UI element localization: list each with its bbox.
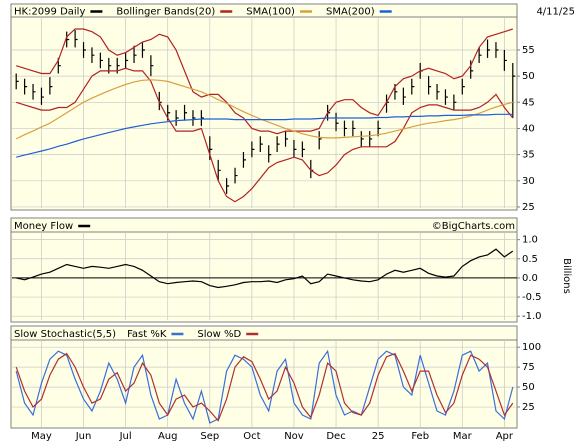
hlc-bar <box>276 136 280 153</box>
y-tick-label: -1.0 <box>522 311 542 322</box>
x-tick-label: 25 <box>372 431 385 442</box>
y-tick-label: 1.0 <box>522 235 538 246</box>
hlc-bar <box>360 131 364 147</box>
y-tick-label: -0.5 <box>522 292 542 303</box>
legend-label: SMA(200) <box>326 7 375 18</box>
legend-label: SMA(100) <box>246 7 295 18</box>
hlc-bar <box>461 78 465 95</box>
hlc-bar <box>377 120 381 137</box>
x-tick-label: Dec <box>326 431 345 442</box>
y-tick-label: 55 <box>522 45 535 56</box>
x-tick-label: Jun <box>75 431 92 442</box>
hlc-bar <box>318 131 322 150</box>
hlc-bar <box>486 39 491 58</box>
hlc-bar <box>133 45 137 64</box>
hlc-bar <box>470 60 474 79</box>
series-line <box>16 113 513 158</box>
hlc-bar <box>402 87 406 105</box>
x-tick-label: Nov <box>284 431 304 442</box>
hlc-bar <box>99 52 103 69</box>
panel-frame <box>10 3 518 211</box>
hlc-bar <box>125 52 129 69</box>
legend-label: Fast %K <box>127 329 167 340</box>
hlc-bar <box>234 167 238 184</box>
hlc-bar <box>175 110 179 126</box>
hlc-bar <box>91 47 95 64</box>
hlc-bar <box>453 94 457 111</box>
date-label: 4/11/25 <box>536 7 575 18</box>
hlc-bar <box>428 76 432 95</box>
hlc-bar <box>259 136 263 153</box>
series-line <box>15 79 513 140</box>
hlc-bar <box>268 145 272 163</box>
hlc-bar <box>301 141 305 158</box>
y-tick-label: 0.5 <box>522 254 538 265</box>
hlc-bar <box>369 131 373 147</box>
credit: ©BigCharts.com <box>432 221 515 232</box>
hlc-bar <box>352 120 356 137</box>
hlc-bar <box>226 178 230 194</box>
upper-band <box>16 28 513 135</box>
hlc-bar <box>183 104 188 121</box>
hlc-bar <box>74 30 78 48</box>
x-tick-label: May <box>31 431 52 442</box>
legend-label: Money Flow <box>14 221 73 232</box>
hlc-bar <box>503 49 507 71</box>
legend-label: HK:2099 Daily <box>14 7 85 18</box>
hlc-bar <box>495 42 499 58</box>
hlc-bar <box>444 89 448 105</box>
series-line <box>16 248 514 289</box>
x-tick-label: Jul <box>119 431 132 442</box>
y-tick-label: 50 <box>522 382 535 393</box>
y-tick-label: 0.0 <box>522 273 538 284</box>
hlc-bar <box>436 83 440 100</box>
lower-band <box>16 67 514 203</box>
x-tick-label: Oct <box>243 431 260 442</box>
y-tick-label: 40 <box>522 123 535 134</box>
hlc-bar <box>82 42 87 58</box>
hlc-bar <box>411 78 415 95</box>
hlc-bar <box>242 152 246 168</box>
hlc-bar <box>284 131 289 147</box>
y-tick-label: 100 <box>522 342 541 353</box>
hlc-bar <box>293 139 297 158</box>
hlc-bar <box>40 87 44 105</box>
y-axis-label: Billions <box>561 258 572 294</box>
legend-label: Slow %D <box>197 329 241 340</box>
hlc-bar <box>66 31 70 48</box>
hlc-bar <box>150 55 154 77</box>
x-tick-label: Apr <box>496 431 514 442</box>
hlc-bar <box>335 112 339 132</box>
hlc-bar <box>141 42 145 58</box>
y-tick-label: 35 <box>522 150 535 161</box>
y-tick-label: 30 <box>522 176 535 187</box>
x-tick-label: Mar <box>453 431 473 442</box>
hlc-bar <box>24 78 28 95</box>
x-tick-label: Sep <box>200 431 219 442</box>
hlc-bar <box>200 110 204 126</box>
panel-title: Slow Stochastic(5,5) <box>14 329 116 340</box>
y-tick-label: 25 <box>522 202 535 213</box>
hlc-bar <box>49 77 53 95</box>
panel-frame <box>10 217 518 323</box>
hlc-bar <box>512 63 516 118</box>
panel-frame <box>10 325 518 429</box>
hlc-bar <box>343 120 347 137</box>
legend-label: Bollinger Bands(20) <box>116 7 215 18</box>
y-tick-label: 75 <box>522 362 535 373</box>
y-tick-label: 25 <box>522 402 535 413</box>
series-line <box>15 352 514 422</box>
hlc-bar <box>32 83 36 100</box>
series-line <box>15 349 514 424</box>
hlc-bar <box>251 141 255 158</box>
hlc-bar <box>192 110 196 126</box>
x-tick-label: Aug <box>158 431 178 442</box>
hlc-bar <box>15 73 19 90</box>
y-tick-label: 45 <box>522 97 535 108</box>
x-tick-label: Feb <box>411 431 429 442</box>
hlc-bar <box>217 159 221 181</box>
y-tick-label: 50 <box>522 71 535 82</box>
hlc-bar <box>478 47 482 64</box>
